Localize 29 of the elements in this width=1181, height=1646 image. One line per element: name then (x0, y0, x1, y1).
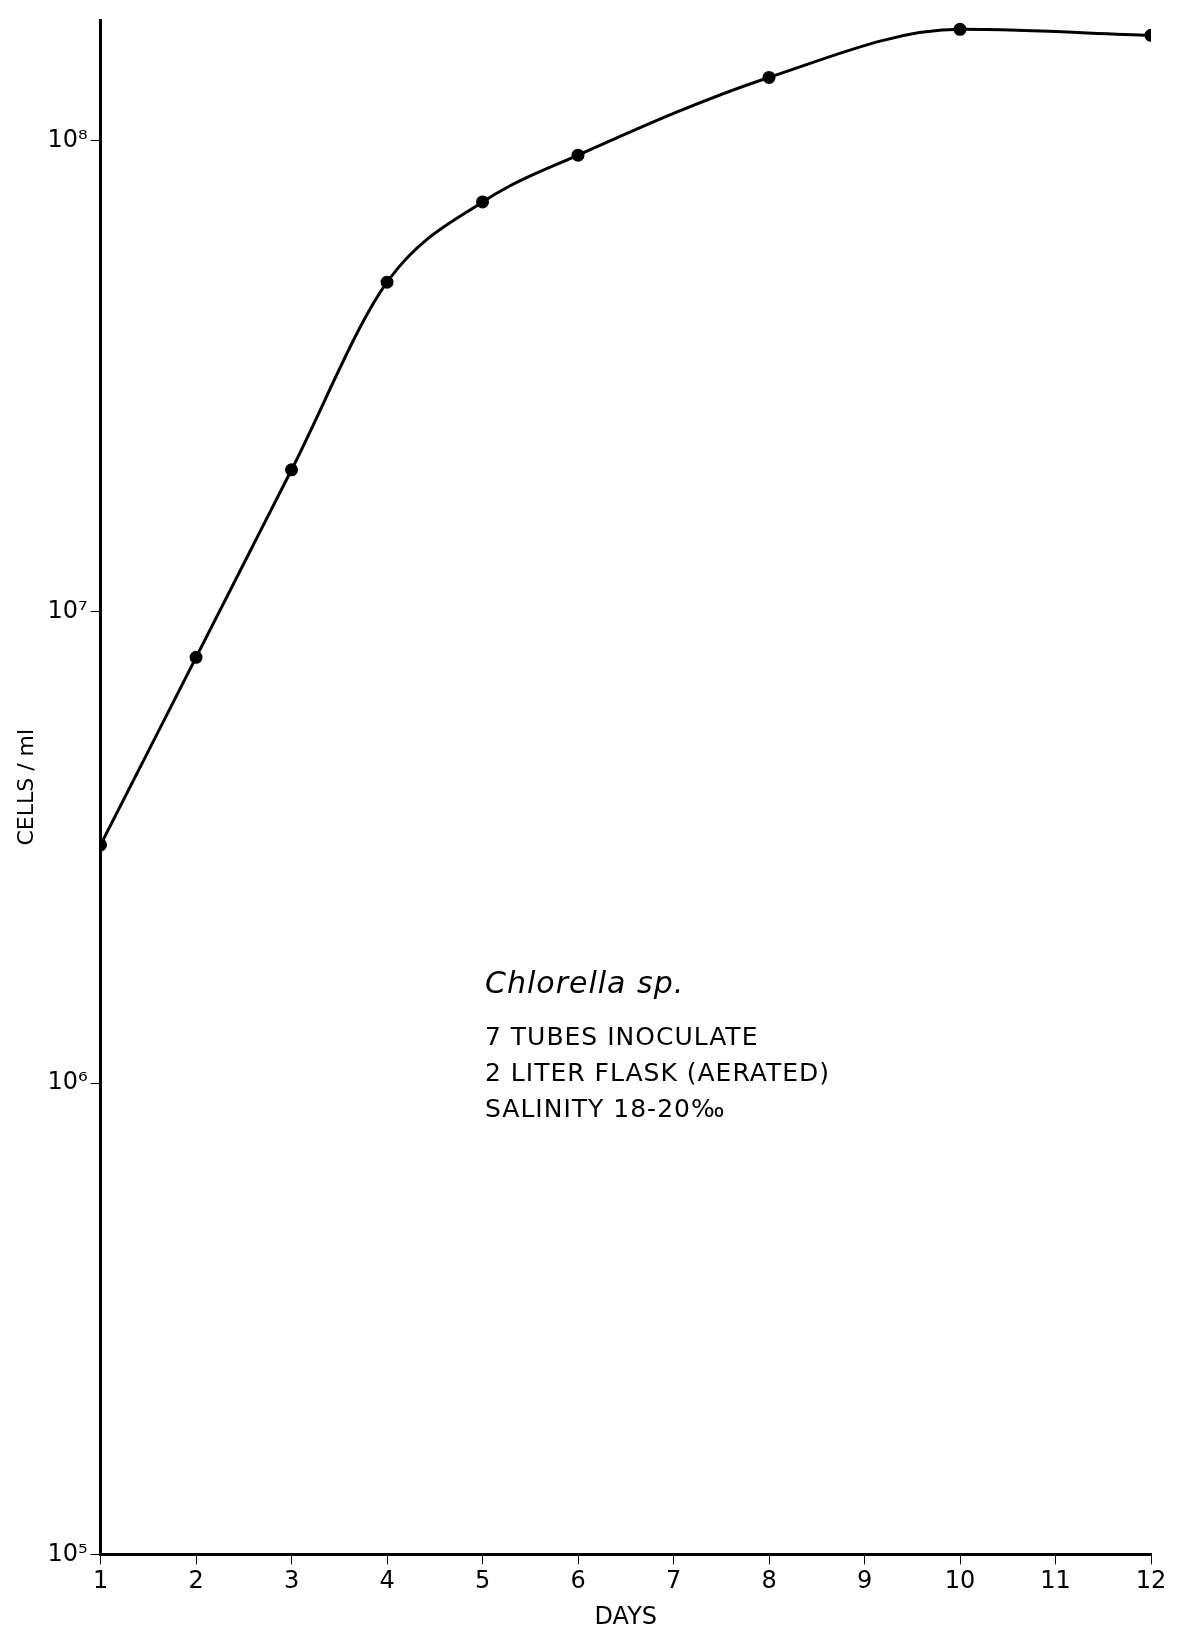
point (380, 275, 394, 289)
point (476, 195, 490, 209)
y-tick-label: 10⁵ (47, 1538, 88, 1567)
x-tick-label: 4 (379, 1566, 395, 1595)
point (285, 463, 299, 477)
x-tick-label: 11 (1040, 1566, 1071, 1595)
annotation: Chlorella sp. (485, 965, 686, 1001)
x-tick-label: 9 (856, 1566, 873, 1595)
point (571, 148, 585, 162)
x-tick-label: 8 (761, 1566, 777, 1595)
x-tick-label: 7 (665, 1566, 682, 1595)
annotation: 2 LITER FLASK (AERATED) (485, 1057, 830, 1089)
x-tick-label: 1 (92, 1566, 109, 1595)
x-tick-label: 10 (944, 1566, 976, 1595)
annotation: 7 TUBES INOCULATE (485, 1021, 760, 1053)
x-tick-label: 3 (283, 1566, 300, 1595)
annotation: SALINITY 18-20‰ (485, 1093, 727, 1125)
point (189, 650, 203, 664)
point (762, 70, 776, 84)
x-tick-label: 6 (570, 1566, 586, 1595)
point (953, 22, 967, 36)
x-tick-label: 12 (1135, 1566, 1167, 1595)
y-axis-title: CELLS / ml (12, 728, 38, 846)
x-tick-label: 2 (188, 1566, 204, 1595)
y-tick-label: 10⁷ (47, 595, 88, 624)
y-tick-label: 10⁶ (47, 1067, 88, 1096)
x-axis-title: DAYS (594, 1601, 658, 1630)
x-tick-label: 5 (474, 1566, 491, 1595)
y-tick-label: 10⁸ (47, 124, 88, 153)
